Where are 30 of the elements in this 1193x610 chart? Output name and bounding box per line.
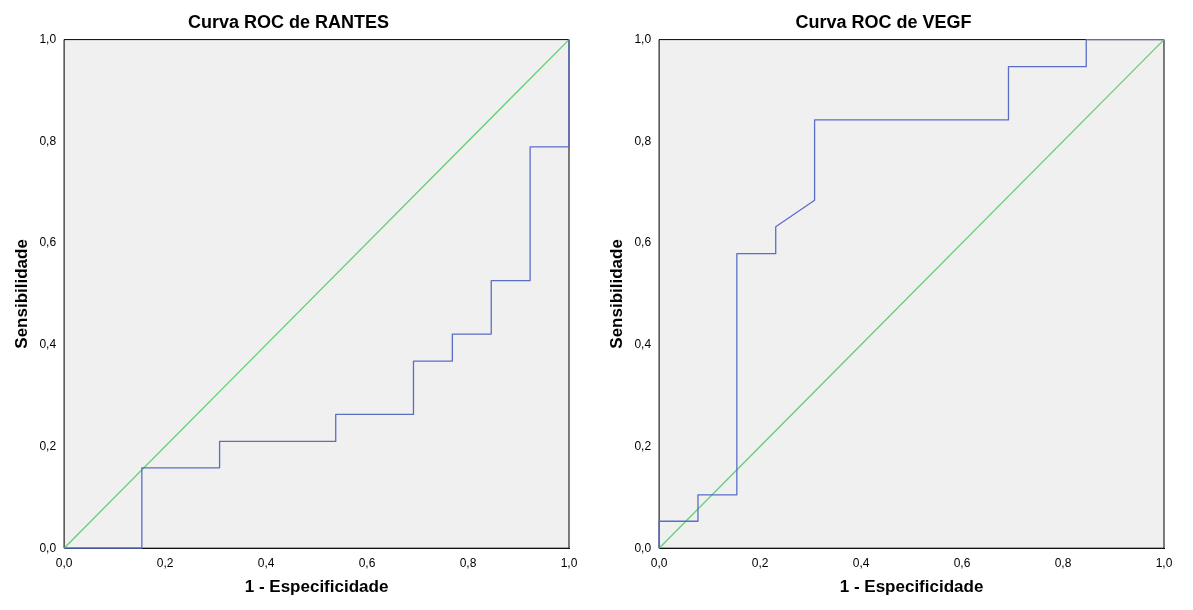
y-tick-label: 0,0: [634, 540, 652, 555]
x-tick-label: 0,8: [459, 555, 477, 570]
x-tick-label: 0,6: [358, 555, 376, 570]
y-tick-label: 1,0: [634, 31, 652, 46]
chart-title: Curva ROC de VEGF: [795, 11, 972, 32]
y-tick-label: 0,6: [39, 235, 57, 250]
y-tick-label: 0,4: [634, 337, 652, 352]
x-axis-title: 1 - Especificidade: [839, 577, 984, 597]
x-tick-label: 0,8: [1054, 555, 1072, 570]
x-tick-label: 1,0: [560, 555, 578, 570]
x-tick-label: 1,0: [1155, 555, 1173, 570]
y-tick-label: 0,2: [634, 438, 652, 453]
y-axis-title: Sensibilidade: [606, 239, 626, 349]
y-tick-label: 0,8: [39, 133, 57, 148]
y-tick-label: 0,8: [634, 133, 652, 148]
y-tick-label: 0,0: [39, 540, 57, 555]
x-axis-title: 1 - Especificidade: [244, 577, 389, 597]
x-tick-label: 0,6: [953, 555, 971, 570]
x-tick-label: 0,4: [852, 555, 870, 570]
y-tick-label: 1,0: [39, 31, 57, 46]
chart-title: Curva ROC de RANTES: [187, 11, 390, 32]
x-tick-label: 0,2: [156, 555, 174, 570]
y-axis-title: Sensibilidade: [11, 239, 31, 349]
x-tick-label: 0,0: [55, 555, 73, 570]
x-tick-label: 0,4: [257, 555, 275, 570]
y-tick-label: 0,6: [634, 235, 652, 250]
y-tick-label: 0,2: [39, 438, 57, 453]
x-tick-label: 0,0: [650, 555, 668, 570]
x-tick-label: 0,2: [751, 555, 769, 570]
y-tick-label: 0,4: [39, 337, 57, 352]
